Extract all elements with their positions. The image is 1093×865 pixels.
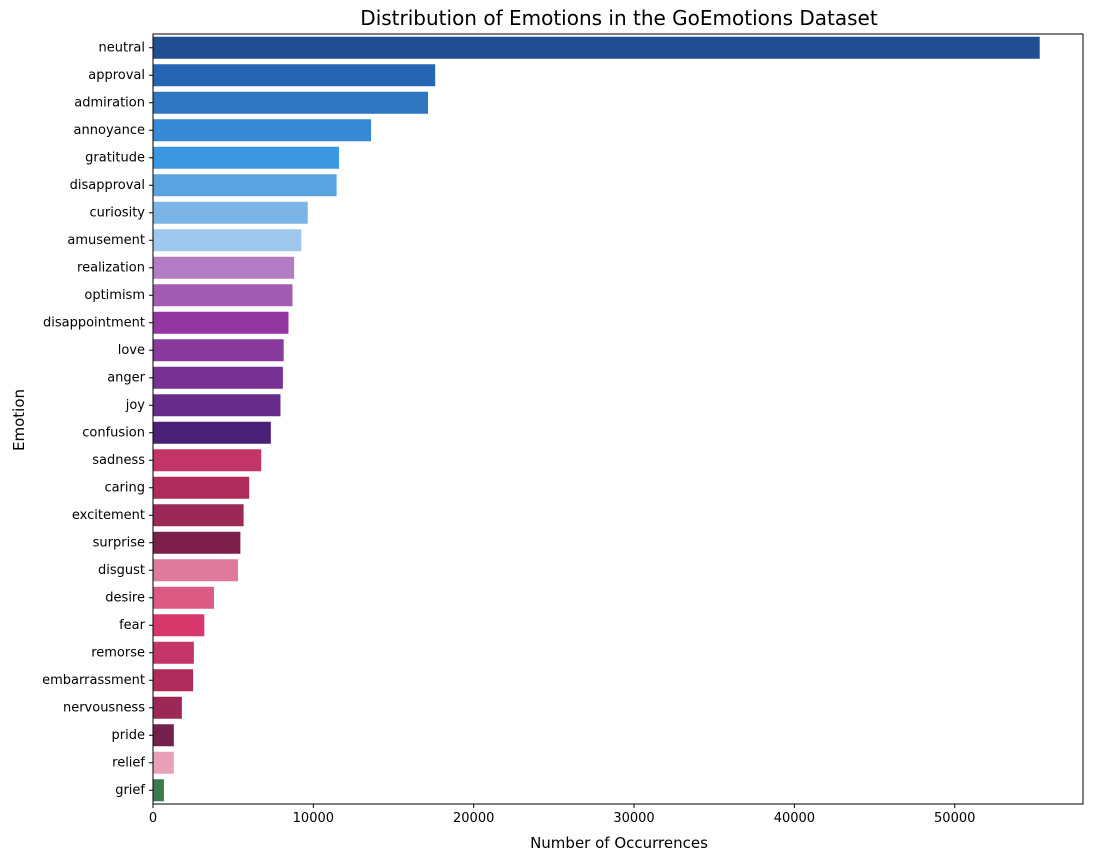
y-tick-label-love: love [118,343,145,358]
y-tick-label-amusement: amusement [67,233,145,248]
y-tick-label-neutral: neutral [99,40,146,55]
bar-realization [153,256,295,279]
y-tick-label-grief: grief [115,783,145,798]
bar-love [153,339,284,362]
y-tick-label-approval: approval [88,68,145,83]
bar-excitement [153,504,244,527]
x-axis-ticks: 0 10000 20000 30000 40000 50000 [149,804,975,826]
plot-frame [152,33,1084,805]
y-tick-label-remorse: remorse [91,645,145,660]
y-tick-label-curiosity: curiosity [90,205,146,220]
bar-disapproval [153,174,337,197]
bar-surprise [153,531,241,554]
y-tick-label-joy: joy [125,398,146,413]
bar-desire [153,586,214,609]
x-tick-label-30000: 30000 [613,811,654,826]
y-tick-label-embarrassment: embarrassment [42,673,145,688]
y-tick-label-anger: anger [107,370,145,385]
bar-curiosity [153,201,308,224]
bar-approval [153,64,436,87]
x-tick-label-0: 0 [149,811,157,826]
chart-title: Distribution of Emotions in the GoEmotio… [360,6,878,30]
y-tick-label-excitement: excitement [72,508,145,523]
y-tick-label-nervousness: nervousness [63,700,145,715]
x-tick-label-10000: 10000 [293,811,334,826]
bar-annoyance [153,119,372,142]
bar-pride [153,724,174,747]
x-tick-label-40000: 40000 [774,811,815,826]
bar-optimism [153,284,293,307]
bar-joy [153,394,281,417]
bar-remorse [153,641,194,664]
bar-anger [153,366,283,389]
x-tick-label-50000: 50000 [934,811,975,826]
y-tick-label-pride: pride [112,728,145,743]
y-tick-label-annoyance: annoyance [74,123,145,138]
bar-disgust [153,559,238,582]
y-tick-label-relief: relief [112,755,145,770]
bar-amusement [153,229,302,252]
bar-confusion [153,421,271,444]
y-tick-label-realization: realization [77,260,145,275]
bar-disappointment [153,311,289,334]
bar-relief [153,751,174,774]
x-axis-title: Number of Occurrences [530,834,708,852]
y-tick-label-disgust: disgust [98,563,145,578]
bar-caring [153,476,250,499]
y-tick-label-confusion: confusion [82,425,145,440]
y-tick-label-sadness: sadness [92,453,145,468]
y-tick-label-desire: desire [105,590,145,605]
bar-nervousness [153,696,182,719]
y-tick-label-optimism: optimism [84,288,145,303]
y-tick-label-disappointment: disappointment [43,315,145,330]
bar-fear [153,614,205,637]
bar-admiration [153,91,428,114]
y-tick-label-caring: caring [104,480,145,495]
y-tick-label-disapproval: disapproval [70,178,145,193]
bar-embarrassment [153,669,194,692]
y-tick-label-gratitude: gratitude [85,150,145,165]
bar-grief [153,779,164,802]
y-tick-label-fear: fear [119,618,146,633]
bar-neutral [153,36,1040,59]
x-tick-label-20000: 20000 [453,811,494,826]
y-axis-title: Emotion [10,389,28,451]
y-tick-label-surprise: surprise [93,535,145,550]
y-tick-label-admiration: admiration [74,95,145,110]
bar-sadness [153,449,262,472]
bar-gratitude [153,146,339,169]
y-axis-ticks: neutral approval admiration annoyance gratit… [42,40,153,798]
bars-layer [153,36,1040,802]
